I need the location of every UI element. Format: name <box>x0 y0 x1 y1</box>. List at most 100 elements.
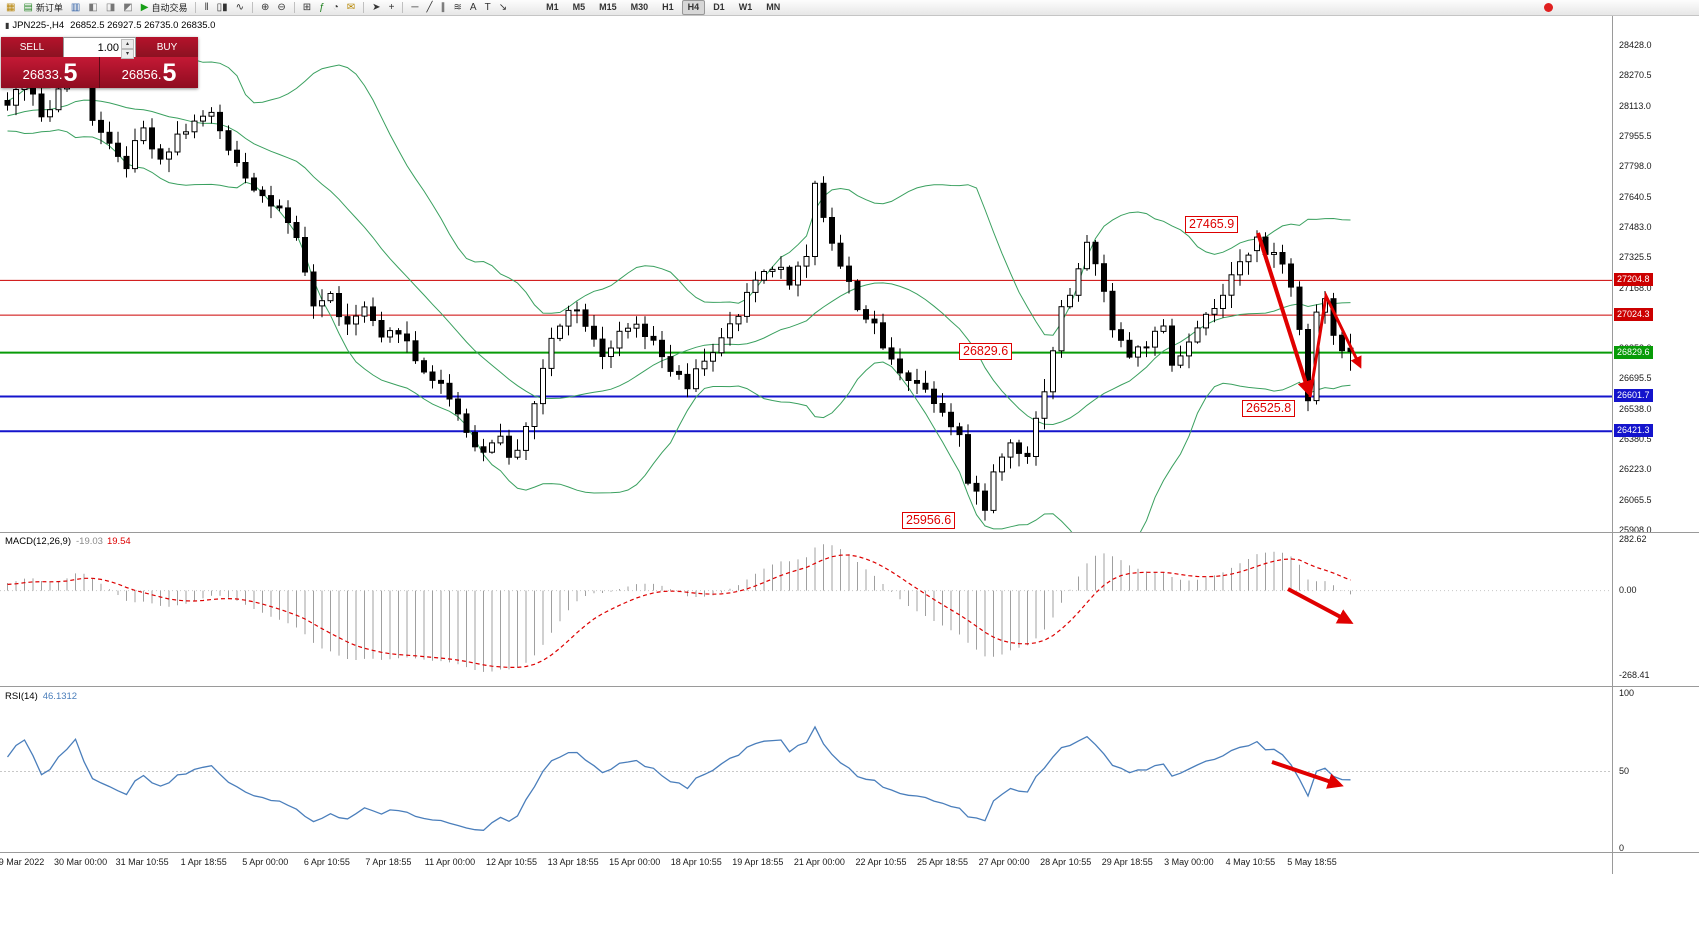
trend-arrow[interactable] <box>1287 587 1354 624</box>
ohlc-values: 26852.5 26927.5 26735.0 26835.0 <box>70 20 216 31</box>
time-axis[interactable]: 29 Mar 2022 30 Mar 00:00 31 Mar 10:55 1 Apr… <box>0 852 1699 874</box>
trend-arrow[interactable] <box>1308 291 1362 398</box>
data-window-button[interactable]: ◧ <box>85 1 100 15</box>
sell-price-button[interactable]: 26833. 5 <box>1 57 99 88</box>
crosshair-button[interactable]: + <box>386 1 398 15</box>
trend-arrow[interactable] <box>1256 232 1313 397</box>
fibonacci-tool-button[interactable]: ≋ <box>451 1 465 15</box>
autotrading-button[interactable]: ▶ 自动交易 <box>138 1 191 15</box>
mail-button[interactable]: ✉ <box>344 1 358 15</box>
time-axis-label: 21 Apr 00:00 <box>793 857 845 867</box>
candle-body <box>302 237 308 273</box>
text-tool-button[interactable]: A <box>467 1 480 15</box>
new-chart-button[interactable]: ▦ <box>3 1 18 15</box>
candle-body <box>1126 339 1133 358</box>
timeframe-m30[interactable]: M30 <box>630 2 649 12</box>
candle-body <box>803 256 810 267</box>
zoom-in-button[interactable]: ⊕ <box>258 1 272 15</box>
price-annotation[interactable]: 26525.8 <box>1242 400 1296 417</box>
toolbar-separator <box>402 2 404 13</box>
toolbar-separator <box>195 2 197 13</box>
rsi-panel-separator[interactable] <box>0 686 1699 687</box>
candle-body <box>710 352 716 362</box>
candle-body <box>225 130 232 151</box>
candle-body <box>701 360 708 370</box>
candle-body <box>259 189 266 197</box>
candle-body <box>769 268 776 272</box>
cursor-button[interactable]: ➤ <box>369 1 383 15</box>
trendline-tool-button[interactable]: ╱ <box>424 1 436 15</box>
candle-body <box>1194 327 1201 343</box>
volume-up-icon[interactable]: ▴ <box>121 39 134 49</box>
bar-chart-button[interactable]: ‖ <box>201 1 211 15</box>
indicators-button[interactable]: ƒ <box>316 1 328 15</box>
sell-button[interactable]: SELL <box>1 37 63 57</box>
toolbar-separator <box>293 2 295 13</box>
sell-price-pips: 5 <box>63 59 78 87</box>
arrow-tool-button[interactable]: ↘ <box>496 1 510 15</box>
macd-panel-separator[interactable] <box>0 532 1699 533</box>
candle-body <box>336 293 342 318</box>
time-axis-label: 27 Apr 00:00 <box>978 857 1030 867</box>
candle-body <box>1279 252 1286 265</box>
channel-tool-icon: ∥ <box>440 1 446 13</box>
candle-body <box>4 100 11 106</box>
buy-price-main: 26856 <box>121 67 158 82</box>
candle-body <box>939 403 946 413</box>
label-tool-button[interactable]: T <box>482 1 494 15</box>
new-chart-icon: ▦ <box>6 1 16 13</box>
timeframe-h4[interactable]: H4 <box>681 0 706 15</box>
zoom-out-button[interactable]: ⊖ <box>274 1 288 15</box>
line-chart-button[interactable]: ∿ <box>233 1 247 15</box>
buy-price-button[interactable]: 26856. 5 <box>99 57 198 88</box>
new-order-button[interactable]: ▤ 新订单 <box>20 1 65 15</box>
timeframe-m5[interactable]: M5 <box>572 2 586 12</box>
grid-button[interactable]: ⊞ <box>300 1 314 15</box>
rsi-panel <box>0 725 1612 831</box>
candle-body <box>1118 329 1124 341</box>
volume-input[interactable] <box>64 39 135 57</box>
trend-arrows[interactable] <box>1256 232 1362 789</box>
candle-body <box>1220 294 1226 309</box>
candle-body <box>1033 417 1039 457</box>
navigator-button[interactable]: ◨ <box>103 1 118 15</box>
price-annotation[interactable]: 25956.6 <box>902 512 956 529</box>
market-watch-button[interactable]: ▥ <box>68 1 83 15</box>
price-axis-label: 26538.0 <box>1619 403 1652 414</box>
periods-button[interactable]: ◔ <box>330 1 342 15</box>
candle-body <box>956 426 963 436</box>
candle-body <box>905 372 912 381</box>
price-annotation[interactable]: 26829.6 <box>959 343 1013 360</box>
timeframe-w1[interactable]: W1 <box>738 2 753 12</box>
timeframe-m1[interactable]: M1 <box>546 2 559 12</box>
volume-down-icon[interactable]: ▾ <box>121 49 134 59</box>
buy-button[interactable]: BUY <box>136 37 198 57</box>
price-axis[interactable]: 28428.0 28270.5 28113.0 27955.5 27798.0 27640… <box>1613 16 1699 874</box>
autotrading-label: 自动交易 <box>151 3 188 13</box>
candle-body <box>846 265 852 282</box>
candle-body <box>786 266 793 286</box>
timeframe-m15[interactable]: M15 <box>599 2 617 12</box>
hline-tool-button[interactable]: ─ <box>408 1 421 15</box>
candlestick-chart-button[interactable]: ▯▮ <box>214 1 231 15</box>
candle-body <box>540 367 546 405</box>
timeframe-mn[interactable]: MN <box>766 2 781 12</box>
level-price-tag: 27024.3 <box>1614 308 1653 322</box>
terminal-button[interactable]: ◩ <box>120 1 135 15</box>
fibonacci-tool-icon: ≋ <box>453 1 462 13</box>
candle-body <box>616 330 623 349</box>
price-annotation[interactable]: 27465.9 <box>1185 216 1239 233</box>
channel-tool-button[interactable]: ∥ <box>438 1 449 15</box>
timeframe-h1[interactable]: H1 <box>662 2 674 12</box>
timeframe-d1[interactable]: D1 <box>713 2 725 12</box>
symbol-header: ▮ JPN225-,H4 26852.5 26927.5 26735.0 26835… <box>5 20 215 31</box>
rsi-axis-label: 100 <box>1619 688 1635 698</box>
price-axis-label: 27798.0 <box>1619 161 1652 172</box>
price-axis-label: 27955.5 <box>1619 130 1652 141</box>
trend-arrow[interactable] <box>1271 760 1344 789</box>
rsi-axis-label: 0 <box>1619 843 1625 853</box>
time-axis-label: 29 Apr 18:55 <box>1101 857 1153 867</box>
candle-body <box>404 333 410 342</box>
price-axis-label: 27483.0 <box>1619 221 1652 232</box>
